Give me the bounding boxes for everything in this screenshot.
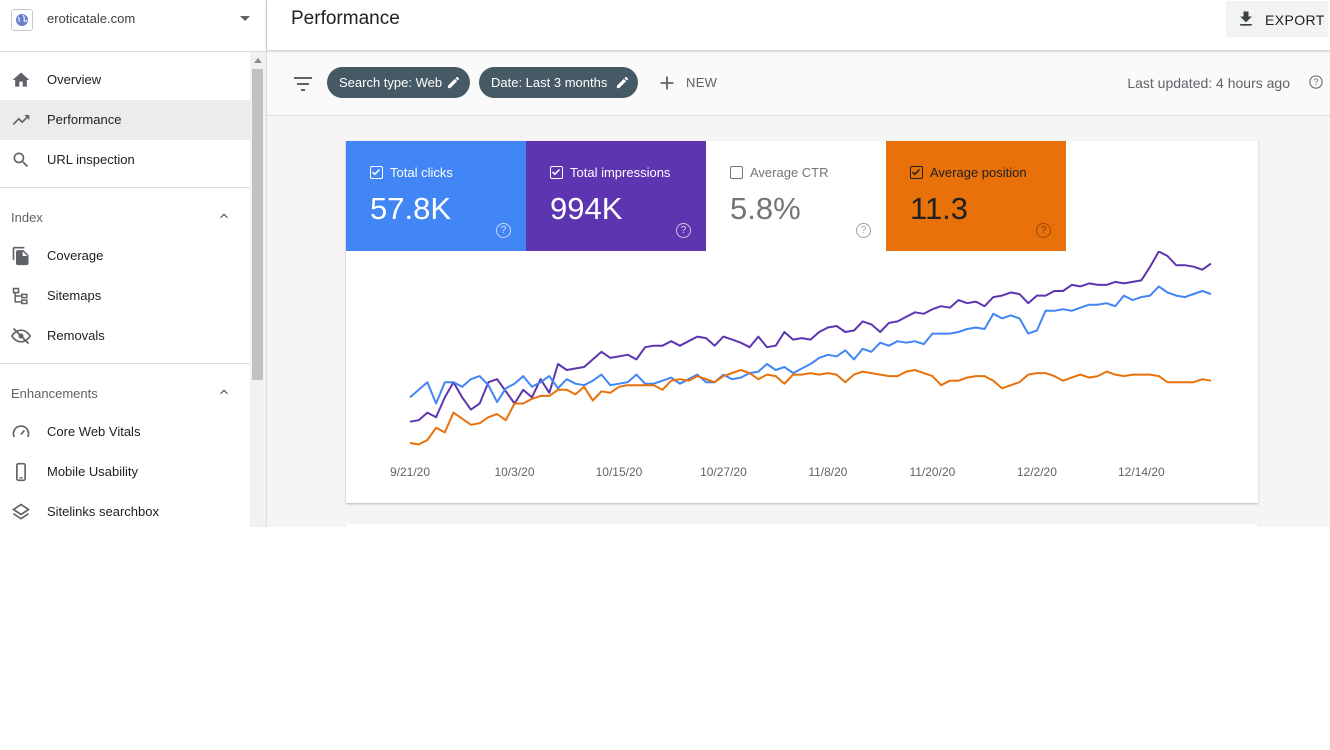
nav-item-label: Removals bbox=[47, 328, 105, 343]
search-console-app: eroticatale.com Overview Performance URL… bbox=[0, 0, 1330, 527]
x-tick-label: 11/20/20 bbox=[909, 465, 955, 479]
sidebar: eroticatale.com Overview Performance URL… bbox=[0, 0, 267, 527]
performance-chart-card: Total clicks 57.8K ? Total impressions 9… bbox=[346, 141, 1258, 503]
help-circle-icon[interactable]: ? bbox=[496, 223, 511, 238]
x-tick-label: 10/27/20 bbox=[700, 465, 747, 479]
sidebar-divider bbox=[0, 363, 250, 364]
page-header: Performance EXPORT bbox=[267, 0, 1330, 50]
chevron-up-icon bbox=[220, 389, 228, 395]
property-selector[interactable]: eroticatale.com bbox=[0, 0, 266, 52]
section-index-toggle[interactable]: Index bbox=[0, 196, 250, 236]
metric-label: Total clicks bbox=[390, 165, 453, 180]
nav-item-label: Mobile Usability bbox=[47, 464, 139, 479]
checkbox-checked[interactable] bbox=[370, 166, 383, 179]
sidebar-divider bbox=[0, 187, 250, 188]
help-circle-icon[interactable]: ? bbox=[676, 223, 691, 238]
nav-item-performance[interactable]: Performance bbox=[0, 100, 250, 140]
metric-total-clicks[interactable]: Total clicks 57.8K ? bbox=[346, 141, 526, 251]
metric-value: 5.8% bbox=[730, 191, 801, 226]
nav-item-label: Sitemaps bbox=[47, 288, 102, 303]
x-tick-label: 11/8/20 bbox=[808, 465, 847, 479]
filter-list-icon[interactable] bbox=[291, 72, 315, 96]
search-icon bbox=[13, 152, 29, 168]
x-tick-label: 10/3/20 bbox=[494, 465, 534, 479]
help-circle-icon[interactable]: ? bbox=[1036, 223, 1051, 238]
metric-value: 57.8K bbox=[370, 191, 452, 226]
x-tick-label: 9/21/20 bbox=[390, 465, 430, 479]
series-line-total-clicks bbox=[409, 285, 1212, 405]
x-tick-label: 12/2/20 bbox=[1017, 465, 1057, 479]
eye-off-icon bbox=[11, 327, 31, 345]
nav-item-sitemaps[interactable]: Sitemaps bbox=[0, 276, 250, 316]
svg-text:?: ? bbox=[1314, 77, 1319, 87]
checkbox-checked[interactable] bbox=[550, 166, 563, 179]
nav-item-label: Overview bbox=[47, 72, 102, 87]
layers-icon bbox=[11, 503, 31, 520]
caret-down-icon[interactable] bbox=[240, 16, 250, 21]
help-circle-icon[interactable]: ? bbox=[1309, 75, 1323, 89]
metric-total-impressions[interactable]: Total impressions 994K ? bbox=[526, 141, 706, 251]
chevron-up-icon bbox=[220, 213, 228, 219]
scrollbar-thumb[interactable] bbox=[252, 69, 263, 380]
nav-item-label: Coverage bbox=[47, 248, 104, 263]
file-copy-icon bbox=[12, 246, 29, 266]
metric-label: Total impressions bbox=[570, 165, 671, 180]
nav-item-label: Performance bbox=[47, 112, 122, 127]
metric-label: Average position bbox=[930, 165, 1027, 180]
trending-up-icon bbox=[12, 115, 30, 125]
sitemap-icon bbox=[12, 287, 28, 305]
sidebar-scrollbar[interactable] bbox=[250, 52, 266, 527]
x-tick-label: 10/15/20 bbox=[596, 465, 643, 479]
nav-item-core-web-vitals[interactable]: Core Web Vitals bbox=[0, 412, 250, 452]
series-line-total-impressions bbox=[409, 251, 1212, 423]
nav-item-label: Sitelinks searchbox bbox=[47, 504, 159, 519]
nav-item-sitelinks-searchbox[interactable]: Sitelinks searchbox bbox=[0, 492, 250, 527]
checkbox-checked[interactable] bbox=[910, 166, 923, 179]
export-button[interactable]: EXPORT bbox=[1226, 1, 1328, 37]
x-tick-label: 12/14/20 bbox=[1118, 465, 1165, 479]
new-label: NEW bbox=[686, 75, 718, 90]
nav-item-label: URL inspection bbox=[47, 152, 135, 167]
metric-average-ctr[interactable]: Average CTR 5.8% ? bbox=[706, 141, 886, 251]
home-icon bbox=[12, 72, 30, 87]
plus-icon bbox=[660, 76, 674, 90]
chip-label: Search type: Web bbox=[339, 75, 443, 90]
globe-icon bbox=[11, 9, 33, 31]
help-circle-icon[interactable]: ? bbox=[856, 223, 871, 238]
export-label: EXPORT bbox=[1265, 12, 1325, 28]
nav-item-label: Core Web Vitals bbox=[47, 424, 141, 439]
download-icon bbox=[1240, 11, 1252, 26]
metric-average-position[interactable]: Average position 11.3 ? bbox=[886, 141, 1066, 251]
edit-pencil-icon[interactable] bbox=[615, 75, 630, 90]
nav-item-removals[interactable]: Removals bbox=[0, 316, 250, 356]
speed-gauge-icon bbox=[12, 425, 30, 438]
filter-bar: Search type: Web Date: Last 3 months NEW… bbox=[267, 50, 1330, 116]
page-title: Performance bbox=[291, 8, 400, 29]
scroll-up-arrow-icon[interactable] bbox=[254, 58, 262, 63]
last-updated-text: Last updated: 4 hours ago bbox=[1127, 75, 1290, 91]
metric-label: Average CTR bbox=[750, 165, 829, 180]
nav-item-coverage[interactable]: Coverage bbox=[0, 236, 250, 276]
section-enhancements-toggle[interactable]: Enhancements bbox=[0, 372, 250, 412]
series-line-average-position bbox=[409, 369, 1212, 446]
nav-item-mobile-usability[interactable]: Mobile Usability bbox=[0, 452, 250, 492]
metric-value: 994K bbox=[550, 191, 623, 226]
filter-chip-search-type[interactable]: Search type: Web bbox=[327, 67, 470, 98]
nav-item-overview[interactable]: Overview bbox=[0, 60, 250, 100]
section-title: Enhancements bbox=[11, 386, 98, 401]
filter-chip-date[interactable]: Date: Last 3 months bbox=[479, 67, 638, 98]
chip-label: Date: Last 3 months bbox=[491, 75, 608, 90]
property-name: eroticatale.com bbox=[47, 11, 136, 26]
phone-icon bbox=[16, 462, 26, 482]
main-content: Total clicks 57.8K ? Total impressions 9… bbox=[267, 116, 1330, 527]
checkbox-unchecked[interactable] bbox=[730, 166, 743, 179]
metric-value: 11.3 bbox=[910, 191, 969, 226]
nav-item-url-inspection[interactable]: URL inspection bbox=[0, 140, 250, 180]
performance-line-chart: 9/21/20 10/3/20 10/15/20 10/27/20 11/8/20 11/… bbox=[390, 251, 1212, 479]
queries-table-card bbox=[346, 524, 1258, 527]
section-title: Index bbox=[11, 210, 43, 225]
edit-pencil-icon[interactable] bbox=[446, 75, 461, 90]
new-filter-button[interactable]: NEW bbox=[656, 72, 717, 94]
